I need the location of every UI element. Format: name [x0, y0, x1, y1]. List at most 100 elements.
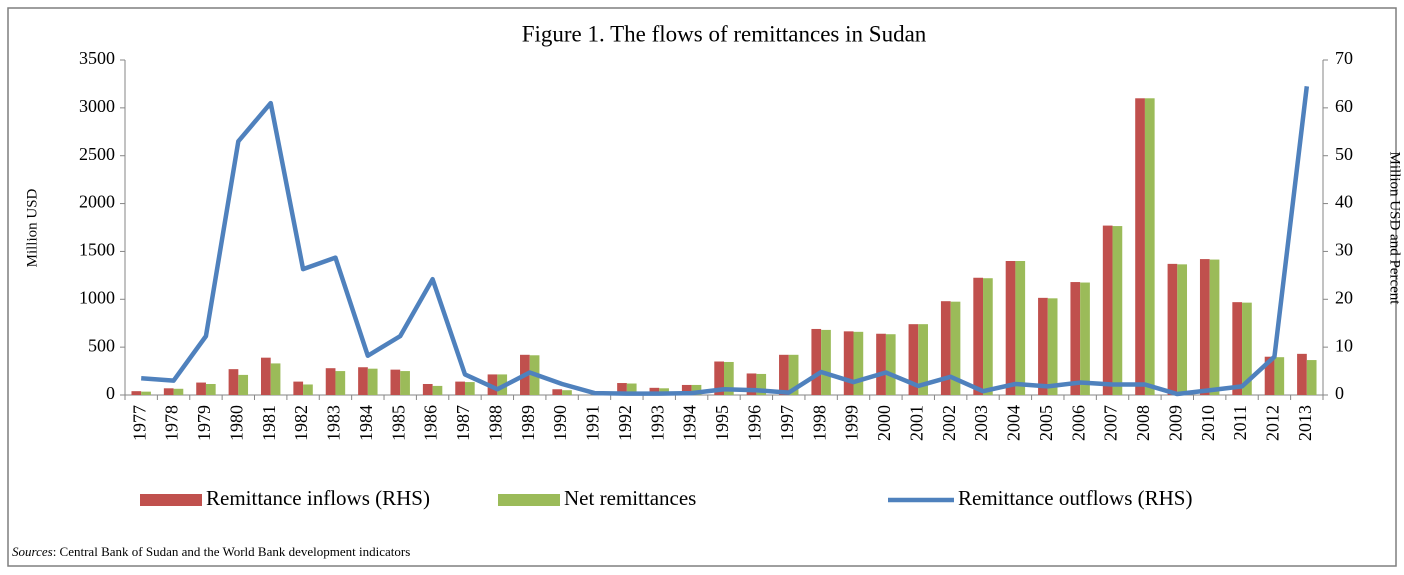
y-tick-label: 3500 — [79, 48, 115, 68]
x-tick-label: 1987 — [453, 405, 473, 441]
bar — [1209, 259, 1220, 395]
bar — [876, 333, 886, 395]
x-tick-label: 2008 — [1133, 405, 1153, 441]
bar — [973, 277, 984, 395]
x-tick-label: 1993 — [647, 405, 667, 441]
bar — [885, 334, 896, 395]
bar — [724, 361, 734, 395]
x-tick-label: 2003 — [971, 405, 991, 441]
bar — [1199, 259, 1210, 395]
bar — [1005, 261, 1016, 395]
x-tick-label: 1983 — [324, 405, 344, 441]
line-series — [141, 86, 1310, 397]
bar — [293, 381, 304, 395]
bar — [228, 369, 239, 395]
bar — [1038, 297, 1048, 395]
legend-swatch — [498, 494, 560, 506]
bar — [1144, 98, 1155, 396]
x-tick-label: 2006 — [1068, 405, 1088, 441]
bar — [617, 383, 627, 395]
y2-tick-label: 70 — [1335, 48, 1353, 68]
bar — [940, 301, 951, 395]
bar — [756, 373, 767, 395]
bar — [464, 382, 475, 395]
bar — [681, 384, 692, 395]
y2-tick-label: 60 — [1335, 96, 1353, 116]
legend-label: Remittance inflows (RHS) — [206, 486, 430, 510]
bar — [843, 331, 854, 395]
bar — [1274, 357, 1285, 395]
bar — [908, 324, 919, 395]
bar — [1242, 302, 1252, 395]
bar — [626, 383, 637, 395]
x-tick-label: 2004 — [1004, 405, 1024, 441]
source-text: : Central Bank of Sudan and the World Ba… — [53, 544, 411, 559]
bar — [1264, 356, 1275, 395]
bar — [303, 384, 313, 395]
x-tick-label: 1986 — [421, 405, 441, 441]
y-tick-label: 1500 — [79, 240, 115, 260]
x-tick-label: 1985 — [388, 405, 408, 441]
bar — [950, 301, 961, 395]
y-tick-label: 500 — [88, 335, 115, 355]
bar — [1015, 261, 1026, 395]
y2-tick-label: 10 — [1335, 335, 1353, 355]
bar — [400, 371, 410, 395]
x-tick-label: 2012 — [1263, 405, 1283, 441]
x-tick-label: 1980 — [226, 405, 246, 441]
y-axis-label: Million USD — [24, 188, 40, 267]
bar — [1297, 353, 1307, 395]
x-tick-label: 1981 — [259, 405, 279, 441]
bar — [918, 324, 928, 395]
bar — [358, 367, 368, 395]
x-tick-label: 2007 — [1101, 405, 1121, 441]
x-tick-label: 1988 — [485, 405, 505, 441]
bar — [163, 388, 174, 395]
bar — [983, 278, 993, 395]
x-tick-label: 1998 — [809, 405, 829, 441]
y-tick-label: 2000 — [79, 192, 115, 212]
x-tick-label: 2005 — [1036, 405, 1056, 441]
bar — [131, 391, 142, 395]
bar — [422, 383, 433, 395]
x-tick-label: 1989 — [518, 405, 538, 441]
x-tick-label: 1982 — [291, 405, 311, 441]
bar — [691, 384, 702, 395]
legend-label: Remittance outflows (RHS) — [958, 486, 1192, 510]
bar — [367, 368, 378, 395]
bar — [390, 369, 401, 395]
bar — [1232, 302, 1243, 395]
bar — [335, 371, 346, 395]
x-tick-label: 2000 — [874, 405, 894, 441]
bar — [1070, 282, 1081, 395]
x-tick-label: 1999 — [842, 405, 862, 441]
x-tick-label: 2001 — [906, 405, 926, 441]
bar — [1306, 360, 1317, 395]
x-tick-label: 1990 — [550, 405, 570, 441]
bar — [432, 385, 443, 395]
y-tick-label: 2500 — [79, 144, 115, 164]
y-tick-label: 0 — [106, 383, 115, 403]
x-tick-label: 2011 — [1230, 405, 1250, 440]
x-tick-label: 1996 — [745, 405, 765, 441]
bar — [853, 331, 864, 395]
x-tick-label: 2009 — [1165, 405, 1185, 441]
source-note: Sources: Central Bank of Sudan and the W… — [12, 544, 410, 559]
y2-tick-label: 30 — [1335, 240, 1353, 260]
x-tick-label: 1984 — [356, 405, 376, 441]
y-tick-label: 3000 — [79, 96, 115, 116]
bar — [196, 382, 206, 395]
y2-axis-label: Million USD and Percent — [1387, 152, 1403, 306]
bar — [811, 328, 822, 395]
x-tick-label: 2013 — [1295, 405, 1315, 441]
bar — [1112, 226, 1123, 395]
bar — [1047, 298, 1058, 395]
y2-tick-label: 20 — [1335, 287, 1353, 307]
bar — [270, 363, 281, 395]
x-tick-label: 1978 — [162, 405, 182, 441]
x-tick-label: 1997 — [777, 405, 797, 441]
bar — [238, 374, 249, 395]
source-label: Sources — [12, 544, 53, 559]
bar — [714, 361, 724, 395]
